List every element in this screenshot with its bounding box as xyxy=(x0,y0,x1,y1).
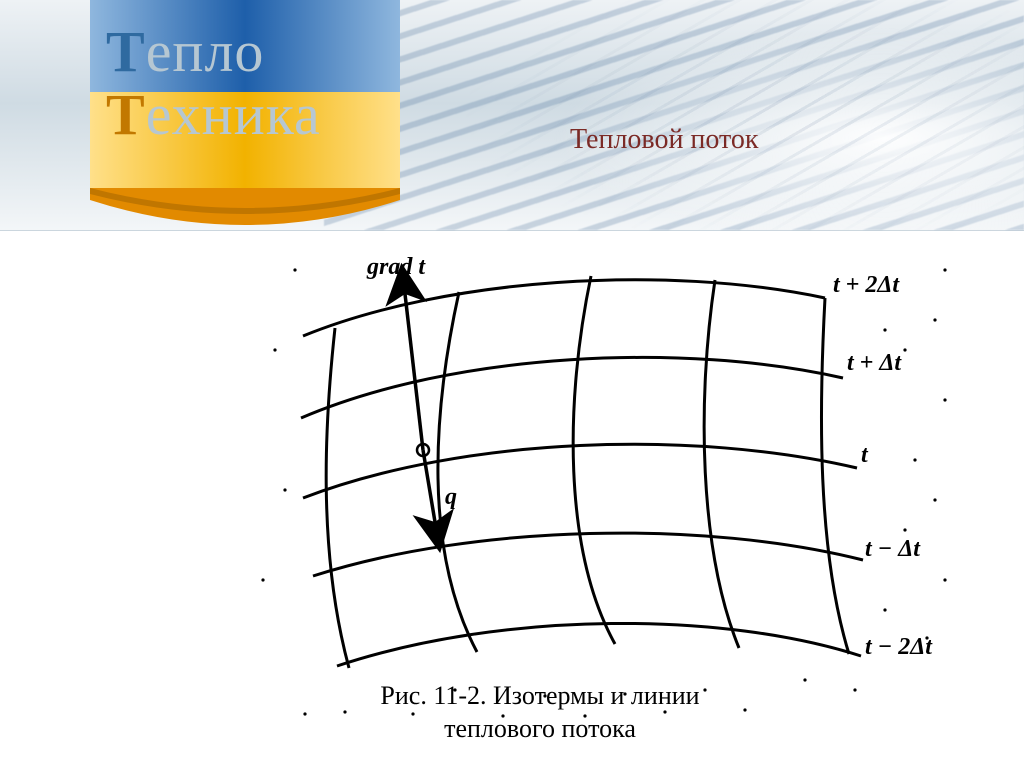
isotherm-label-iso_p1: t + Δt xyxy=(847,350,902,376)
isotherm-label-iso_m2: t − 2Δt xyxy=(865,634,933,660)
logo-line1-rest: епло xyxy=(146,19,265,84)
isotherm-iso_p1 xyxy=(301,357,843,418)
flux-flux5 xyxy=(821,298,849,654)
noise-dot xyxy=(943,268,946,271)
isotherm-iso_p2 xyxy=(303,280,825,336)
logo-line-2: Техника xyxy=(106,81,321,148)
noise-dot xyxy=(913,458,916,461)
noise-dot xyxy=(903,528,906,531)
logo-line2-cap: Т xyxy=(106,82,146,147)
caption-line-2: теплового потока xyxy=(444,714,636,743)
noise-dot xyxy=(903,348,906,351)
noise-dot xyxy=(933,318,936,321)
logo-line2-rest: ехника xyxy=(146,82,321,147)
flux-flux2 xyxy=(438,292,477,652)
grad-t-arrow xyxy=(405,294,423,450)
gradient-vectors xyxy=(405,294,435,522)
flux-flux4 xyxy=(704,280,739,648)
isotherm-lines xyxy=(301,280,863,666)
heat-flow-diagram: t + 2Δtt + Δttt − Δtt − 2Δtgrad tq xyxy=(245,250,955,720)
isotherm-iso_0 xyxy=(303,444,857,498)
header-swirl-lines xyxy=(304,0,1024,230)
noise-dot xyxy=(261,578,264,581)
logo-line1-cap: Т xyxy=(106,19,146,84)
noise-dot xyxy=(883,328,886,331)
noise-dot xyxy=(293,268,296,271)
noise-dot xyxy=(853,688,856,691)
caption-line-1: Рис. 11-2. Изотермы и линии xyxy=(380,681,699,710)
logo-text: Тепло Техника xyxy=(106,18,321,148)
figure-caption: Рис. 11-2. Изотермы и линии теплового по… xyxy=(260,680,820,745)
isotherm-iso_m2 xyxy=(337,623,861,666)
noise-dot xyxy=(933,498,936,501)
noise-dot xyxy=(943,398,946,401)
isotherm-label-iso_m1: t − Δt xyxy=(865,536,921,562)
isotherm-labels: t + 2Δtt + Δttt − Δtt − 2Δtgrad tq xyxy=(366,254,933,660)
flux-flux3 xyxy=(573,276,615,644)
noise-dot xyxy=(943,578,946,581)
noise-dot xyxy=(925,636,928,639)
noise-dot xyxy=(273,348,276,351)
page-title: Тепловой поток xyxy=(570,124,759,156)
heat-flux-lines xyxy=(326,276,849,668)
isotherm-label-iso_p2: t + 2Δt xyxy=(833,272,900,298)
noise-dot xyxy=(283,488,286,491)
noise-dot xyxy=(883,608,886,611)
q-label: q xyxy=(445,484,457,510)
flux-flux1 xyxy=(326,328,349,668)
isotherm-label-iso_0: t xyxy=(861,442,869,468)
logo-line-1: Тепло xyxy=(106,18,321,85)
